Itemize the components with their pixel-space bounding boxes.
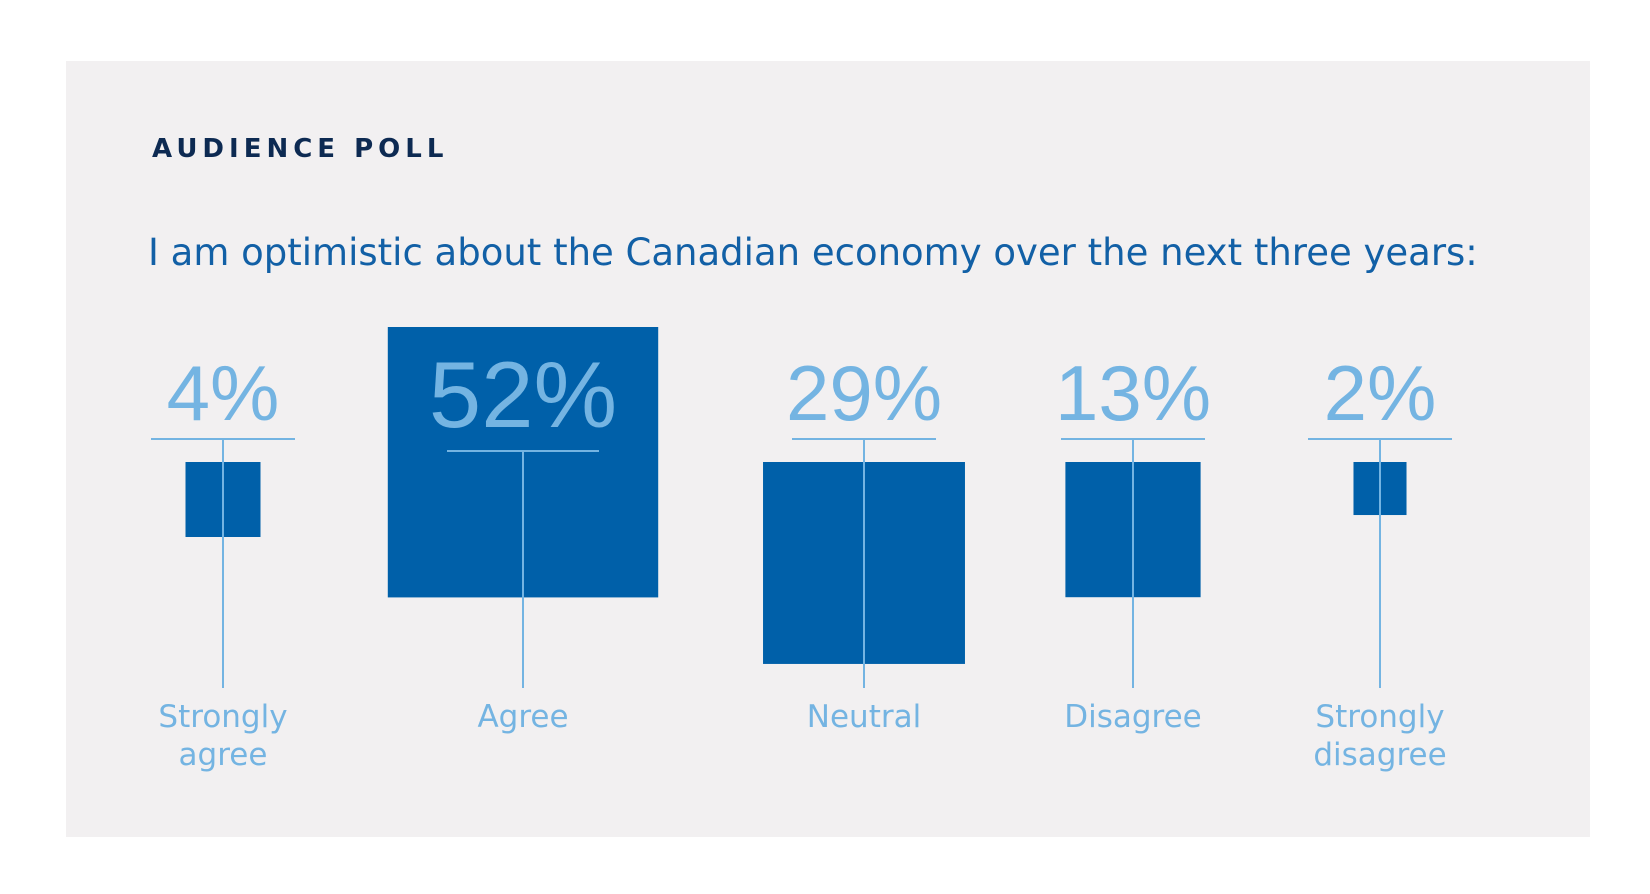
value-label: 13% <box>1055 349 1211 437</box>
category-label: Disagree <box>1064 699 1202 735</box>
category-label: Strongly disagree <box>1313 699 1446 773</box>
poll-question: I am optimistic about the Canadian econo… <box>148 231 1478 274</box>
category-label: Neutral <box>807 699 921 735</box>
value-label: 2% <box>1324 349 1437 437</box>
value-label: 52% <box>429 342 617 447</box>
category-label: Strongly agree <box>158 699 287 773</box>
category-label: Agree <box>477 699 568 735</box>
value-label: 4% <box>167 349 280 437</box>
poll-kicker: AUDIENCE POLL <box>152 134 449 164</box>
poll-panel <box>66 61 1590 837</box>
value-label: 29% <box>786 349 942 437</box>
